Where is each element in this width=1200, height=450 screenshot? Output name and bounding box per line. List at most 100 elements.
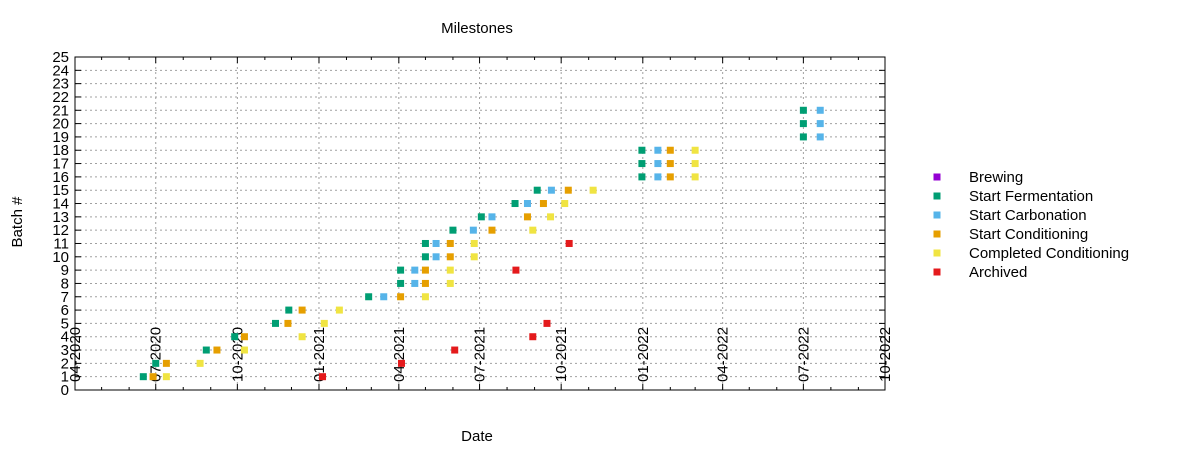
data-point — [335, 306, 343, 314]
data-point — [638, 160, 646, 168]
data-point — [666, 160, 674, 168]
data-point — [523, 200, 531, 208]
y-tick-label: 19 — [52, 129, 69, 146]
data-point — [799, 106, 807, 114]
data-point — [397, 293, 405, 301]
data-point — [446, 279, 454, 287]
x-tick-label: 01-2021 — [311, 327, 328, 382]
data-point — [477, 213, 485, 221]
data-point — [488, 213, 496, 221]
data-point — [799, 120, 807, 128]
x-tick-label: 10-2022 — [877, 327, 894, 382]
data-point — [547, 186, 555, 194]
data-point — [411, 279, 419, 287]
data-point — [654, 146, 662, 154]
legend-swatch — [933, 249, 941, 257]
data-point — [397, 266, 405, 274]
legend-label: Brewing — [969, 169, 1023, 186]
data-point — [666, 173, 674, 181]
data-point — [397, 279, 405, 287]
data-point — [529, 333, 537, 341]
x-tick-label: 07-2020 — [148, 327, 165, 382]
data-point — [298, 333, 306, 341]
data-point — [523, 213, 531, 221]
legend-swatch — [933, 230, 941, 238]
data-point — [511, 200, 519, 208]
data-point — [638, 146, 646, 154]
data-point — [213, 346, 221, 354]
data-point — [470, 253, 478, 261]
data-point — [149, 373, 157, 381]
data-point — [421, 279, 429, 287]
data-point — [240, 333, 248, 341]
y-tick-label: 13 — [52, 209, 69, 226]
data-point — [446, 253, 454, 261]
data-point — [691, 146, 699, 154]
y-tick-label: 22 — [52, 89, 69, 106]
data-point — [666, 146, 674, 154]
y-tick-label: 8 — [61, 275, 69, 292]
data-point — [816, 106, 824, 114]
data-point — [240, 346, 248, 354]
y-tick-label: 2 — [61, 355, 69, 372]
y-tick-label: 10 — [52, 249, 69, 266]
data-point — [512, 266, 520, 274]
data-point — [421, 253, 429, 261]
data-point — [421, 266, 429, 274]
data-point — [589, 186, 597, 194]
y-tick-label: 11 — [53, 235, 69, 252]
y-tick-label: 16 — [52, 169, 69, 186]
data-point — [539, 200, 547, 208]
data-point — [816, 120, 824, 128]
y-tick-label: 9 — [61, 262, 69, 279]
data-point — [365, 293, 373, 301]
data-point — [162, 373, 170, 381]
data-point — [432, 253, 440, 261]
y-tick-label: 25 — [52, 49, 69, 66]
axis-ticks: 0123456789101112131415161718192021222324… — [52, 49, 894, 399]
data-point — [816, 133, 824, 141]
y-tick-label: 24 — [52, 62, 69, 79]
y-tick-label: 21 — [52, 102, 69, 119]
data-point — [139, 373, 147, 381]
data-point — [691, 160, 699, 168]
y-tick-label: 14 — [52, 196, 69, 213]
x-tick-label: 04-2020 — [67, 327, 84, 382]
data-point — [421, 293, 429, 301]
x-tick-label: 01-2022 — [635, 327, 652, 382]
data-point — [565, 239, 573, 247]
data-point — [547, 213, 555, 221]
y-tick-label: 15 — [52, 182, 69, 199]
legend-swatch — [933, 211, 941, 219]
x-tick-label: 07-2021 — [472, 327, 489, 382]
data-point — [564, 186, 572, 194]
y-tick-label: 12 — [52, 222, 69, 239]
data-point — [638, 173, 646, 181]
data-point — [561, 200, 569, 208]
data-point — [469, 226, 477, 234]
data-point — [231, 333, 239, 341]
data-point — [162, 359, 170, 367]
data-point — [319, 373, 327, 381]
x-axis-title: Date — [461, 428, 493, 445]
y-tick-label: 17 — [52, 156, 69, 173]
x-tick-label: 07-2022 — [795, 327, 812, 382]
data-points — [139, 106, 824, 381]
data-point — [285, 306, 293, 314]
data-point — [380, 293, 388, 301]
data-point — [691, 173, 699, 181]
data-point — [432, 239, 440, 247]
data-point — [152, 359, 160, 367]
data-point — [488, 226, 496, 234]
data-point — [298, 306, 306, 314]
legend-label: Start Conditioning — [969, 226, 1088, 243]
y-tick-label: 3 — [61, 342, 69, 359]
y-axis-title: Batch # — [9, 196, 26, 248]
y-tick-label: 20 — [52, 116, 69, 133]
y-tick-label: 18 — [52, 142, 69, 159]
x-tick-label: 04-2022 — [715, 327, 732, 382]
x-tick-label: 04-2021 — [391, 327, 408, 382]
data-point — [654, 160, 662, 168]
data-point — [449, 226, 457, 234]
